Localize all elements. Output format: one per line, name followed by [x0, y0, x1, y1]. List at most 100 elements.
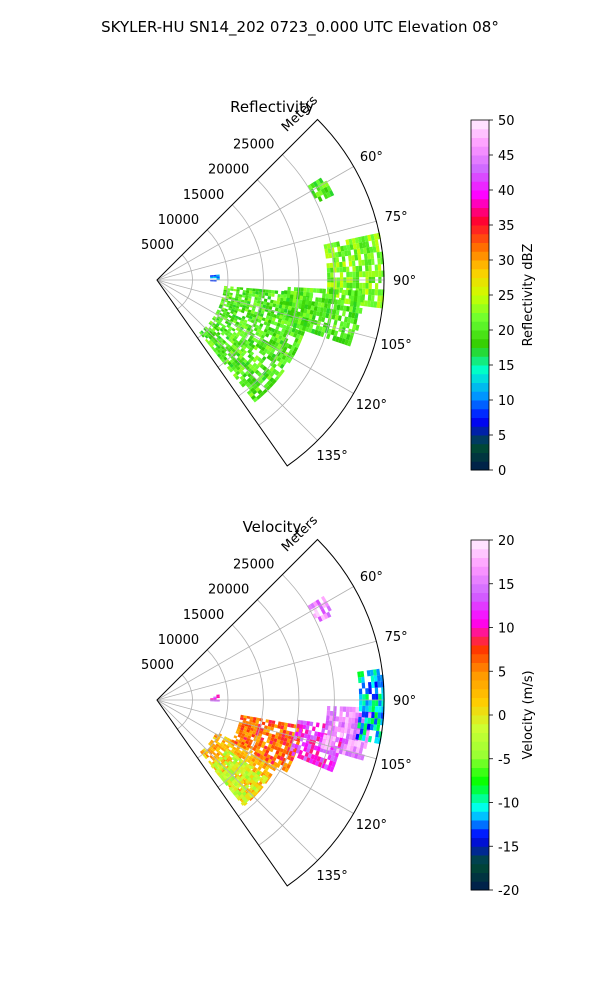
echo-cell-4	[356, 741, 362, 748]
echo-cell-2	[242, 717, 247, 721]
echo-cell-1	[233, 777, 239, 783]
echo-cell-0	[218, 339, 223, 344]
echo-cell-2	[341, 338, 346, 345]
echo-cell-2	[308, 314, 313, 320]
echo-cell-2	[284, 722, 288, 727]
range-tick-label: 5000	[141, 238, 174, 253]
echo-cell-3	[333, 756, 338, 763]
echo-cell-0	[206, 333, 210, 338]
echo-cell-0	[245, 305, 250, 310]
echo-cell-0	[281, 360, 287, 366]
echo-cell-0	[215, 333, 220, 338]
echo-cell-0	[272, 368, 278, 374]
echo-cell-0	[265, 771, 270, 776]
echo-cell-0	[234, 339, 239, 344]
echo-cell-1	[362, 271, 366, 278]
echo-cell-2	[330, 329, 336, 336]
echo-cell-2	[318, 311, 324, 317]
echo-cell-1	[339, 282, 344, 288]
echo-cell-0	[262, 769, 268, 775]
echo-cell-2	[348, 334, 354, 342]
colorbar-segment	[471, 347, 489, 357]
echo-cell-2	[277, 318, 282, 323]
echo-cell-2	[308, 300, 312, 306]
echo-cell-1	[341, 251, 345, 257]
range-tick-label: 20000	[208, 163, 249, 178]
colorbar-segment	[471, 802, 489, 812]
echo-cell-0	[216, 341, 221, 346]
echo-cell-2	[323, 307, 328, 313]
echo-cell-0	[220, 747, 225, 751]
echo-cell-1	[237, 764, 242, 769]
echo-cell-1	[240, 770, 245, 776]
echo-cell-4	[315, 185, 321, 192]
echo-cell-2	[268, 733, 273, 738]
range-tick-label: 25000	[233, 558, 274, 573]
range-ring-4	[238, 599, 300, 817]
echo-cell-0	[210, 749, 214, 754]
echo-cell-2	[272, 741, 277, 746]
echo-cell-0	[264, 318, 269, 323]
echo-cell-0	[214, 350, 220, 356]
echo-cell-5	[370, 675, 375, 683]
colorbar-segment	[471, 260, 489, 270]
echo-cell-0	[254, 364, 260, 370]
echo-cell-0	[251, 293, 256, 297]
echo-cell-0	[244, 295, 249, 299]
echo-cell-2	[295, 323, 301, 329]
colorbar-tick-label: 45	[498, 149, 515, 164]
echo-cell-4	[351, 712, 356, 719]
colorbar-segment	[471, 251, 489, 261]
echo-cell-4	[363, 742, 368, 750]
echo-cell-1	[368, 270, 372, 278]
colorbar-segment	[471, 443, 489, 453]
echo-cell-2	[242, 745, 247, 750]
echo-cell-3	[329, 766, 335, 773]
echo-cell-0	[243, 338, 248, 344]
echo-cell-1	[371, 289, 375, 296]
echo-cell-5	[359, 700, 363, 706]
echo-cell-1	[231, 779, 236, 785]
echo-cell-5	[360, 722, 365, 730]
echo-cell-1	[366, 247, 371, 254]
colorbar-segment	[471, 583, 489, 593]
echo-cell-1	[336, 267, 340, 273]
echo-cells	[199, 177, 385, 403]
echo-cell-0	[273, 329, 279, 334]
echo-cell-0	[227, 300, 231, 304]
echo-cell-1	[337, 251, 342, 258]
echo-cell-0	[264, 766, 270, 772]
echo-cell-1	[346, 271, 350, 278]
echo-cell-0	[208, 322, 213, 326]
echo-cell-3	[308, 758, 314, 764]
echo-cell-2	[287, 317, 293, 323]
echo-cell-1	[212, 763, 217, 768]
echo-cell-0	[297, 329, 302, 336]
echo-cell-4	[346, 728, 351, 734]
echo-cell-4	[348, 717, 352, 724]
echo-cell-0	[261, 370, 267, 376]
echo-cell-0	[276, 297, 281, 302]
echo-cell-0	[226, 330, 231, 335]
echo-cell-2	[312, 310, 317, 316]
echo-cell-0	[252, 762, 257, 767]
echo-cell-4	[337, 726, 342, 733]
echo-cell-0	[249, 312, 254, 317]
echo-cell-1	[344, 250, 349, 257]
echo-cell-2	[350, 295, 355, 302]
echo-cell-3	[315, 722, 320, 728]
polar-panel-1: Reflectivity500010000150002000025000Mete…	[141, 93, 536, 479]
echo-cell-1	[376, 251, 381, 259]
echo-cell-0	[262, 304, 267, 309]
echo-cell-2	[298, 299, 303, 304]
echo-cell-0	[275, 333, 280, 339]
echo-cell-2	[328, 289, 333, 295]
echo-cell-2	[267, 758, 273, 764]
echo-cell-0	[270, 348, 276, 354]
colorbar-tick-label: 10	[498, 622, 515, 637]
echo-cell-2	[299, 291, 304, 296]
echo-cell-2	[276, 739, 281, 744]
echo-cell-0	[273, 300, 277, 305]
echo-cell-0	[280, 297, 284, 302]
echo-cell-0	[252, 362, 258, 368]
